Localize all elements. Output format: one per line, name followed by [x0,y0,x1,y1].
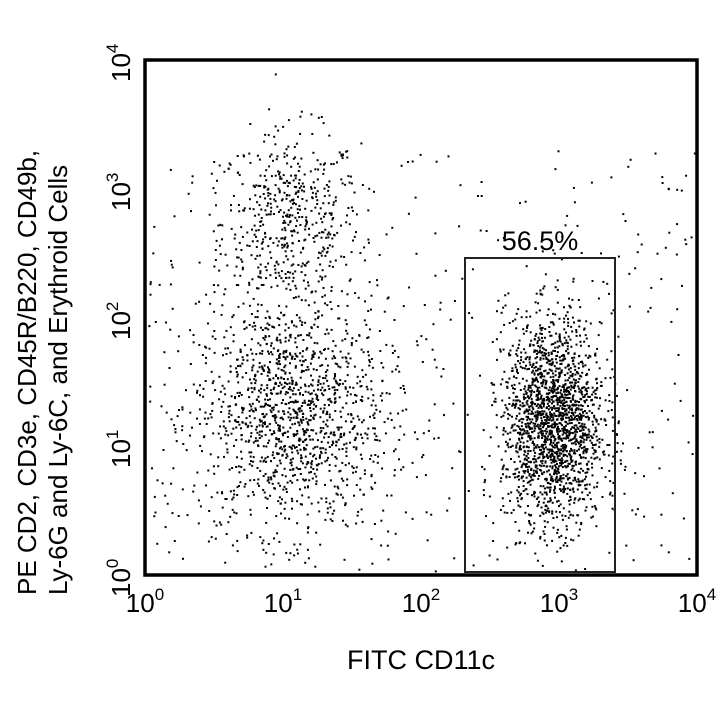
y-tick-label: 104 [103,43,136,82]
y-tick-label: 101 [103,429,136,469]
y-axis-label-line-2: Ly-6G and Ly-6C, and Erythroid Cells [43,164,73,595]
gate-percentage-label: 56.5% [501,226,579,256]
x-tick-label: 103 [539,585,579,618]
y-axis-label: PE CD2, CD3e, CD45R/B220, CD49b, Ly-6G a… [12,150,74,595]
x-tick-label: 102 [401,585,441,618]
y-tick-label: 103 [103,172,136,211]
x-tick-label: 100 [125,585,165,618]
y-tick-label: 100 [103,558,136,597]
y-tick-label: 102 [103,301,136,340]
x-tick-label: 104 [677,585,717,618]
x-axis-label: FITC CD11c [346,645,496,675]
gate-rectangle [464,257,616,573]
data-points [148,73,696,573]
x-tick-label: 101 [263,585,303,618]
y-axis-label-line-1: PE CD2, CD3e, CD45R/B220, CD49b, [12,149,42,595]
plot-frame [143,58,699,577]
